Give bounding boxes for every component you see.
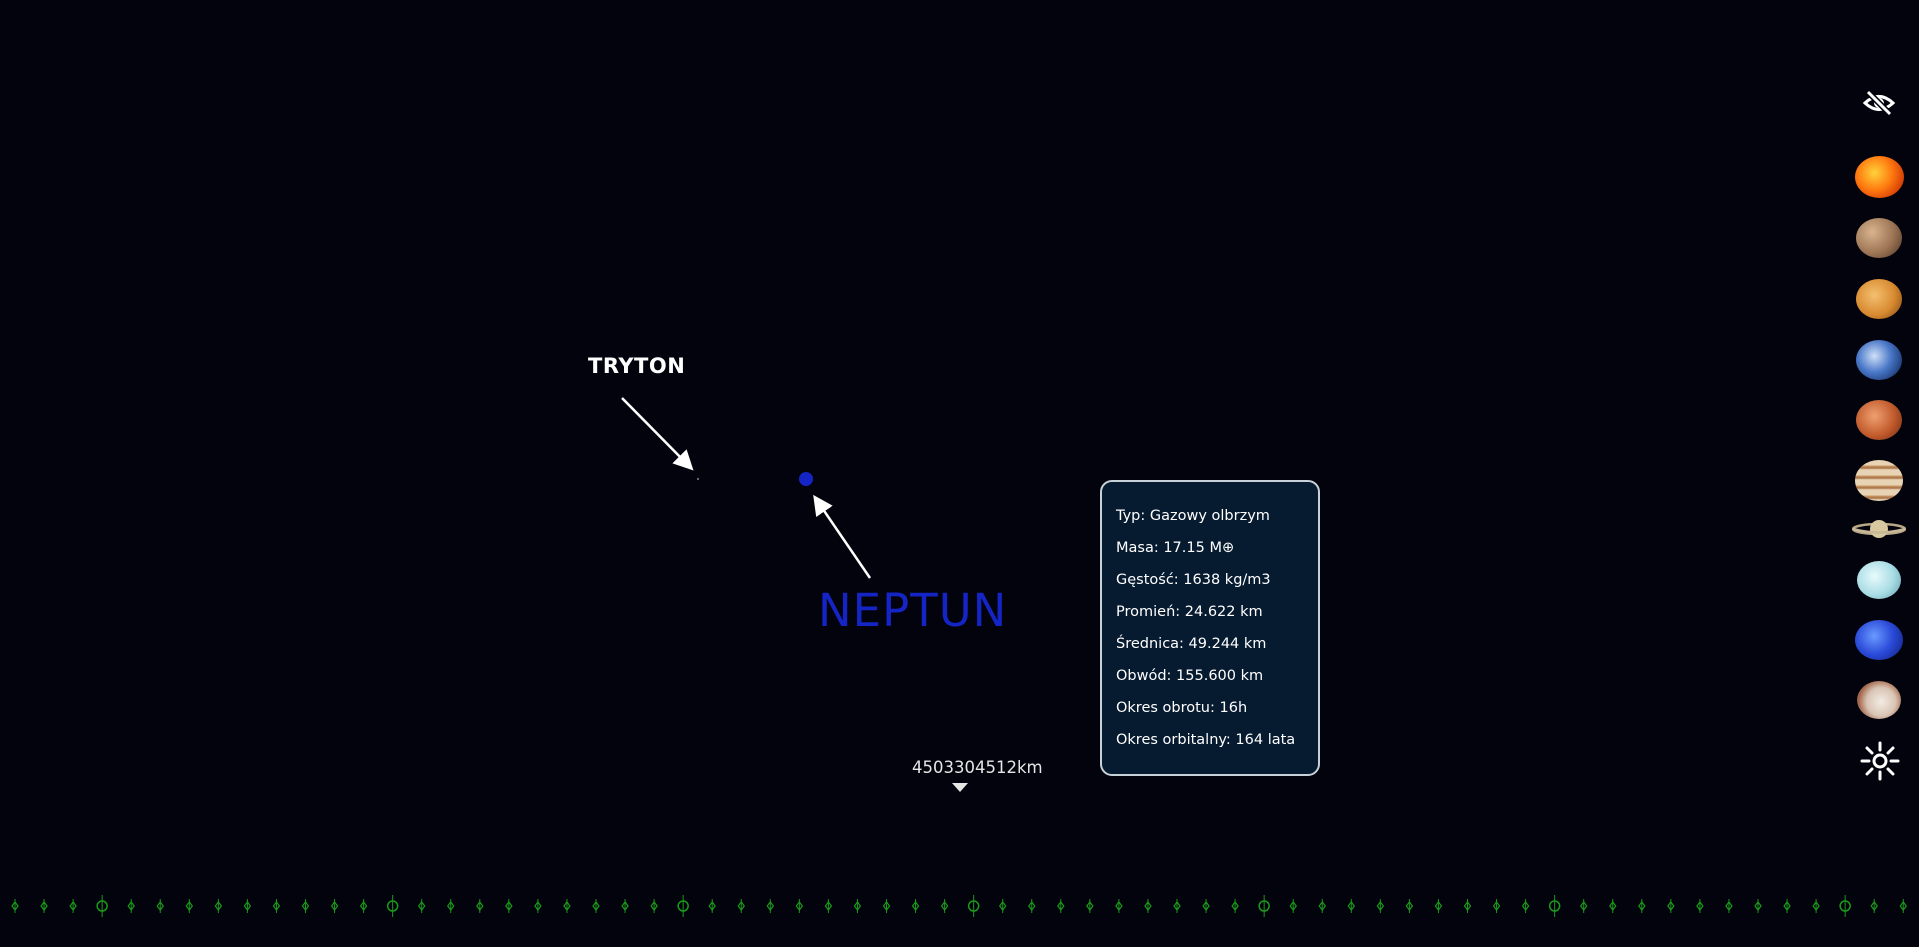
timeline-minor-tick bbox=[214, 899, 223, 913]
timeline-minor-tick bbox=[650, 899, 658, 913]
timeline-minor-tick bbox=[69, 899, 77, 913]
moon-pointer-arrow bbox=[621, 397, 694, 471]
timeline-minor-tick bbox=[40, 899, 48, 913]
earth-planet-button[interactable] bbox=[1856, 340, 1902, 380]
timeline-minor-tick bbox=[1028, 899, 1036, 913]
timeline-minor-tick bbox=[795, 899, 804, 913]
timeline-minor-tick bbox=[1463, 899, 1472, 913]
caret-down-icon bbox=[952, 783, 968, 792]
timeline-minor-tick bbox=[1115, 899, 1123, 913]
timeline-minor-tick bbox=[998, 899, 1007, 913]
timeline-minor-tick bbox=[737, 899, 745, 913]
timeline-minor-tick bbox=[301, 899, 310, 913]
timeline-minor-tick bbox=[1696, 899, 1704, 913]
pluto-planet-button[interactable] bbox=[1857, 681, 1901, 719]
timeline-minor-tick bbox=[621, 899, 629, 913]
timeline-major-tick bbox=[1548, 895, 1561, 917]
info-radius: Promień: 24.622 km bbox=[1116, 604, 1263, 620]
timeline-minor-tick bbox=[272, 899, 281, 913]
timeline-minor-tick bbox=[534, 899, 542, 913]
timeline-major-tick bbox=[1839, 895, 1851, 917]
timeline-minor-tick bbox=[1870, 899, 1878, 913]
timeline-minor-tick bbox=[940, 899, 949, 913]
timeline-minor-tick bbox=[359, 899, 368, 913]
timeline-major-tick bbox=[386, 895, 399, 917]
timeline-minor-tick bbox=[1812, 899, 1820, 913]
info-diameter: Średnica: 49.244 km bbox=[1116, 636, 1267, 652]
planet-info-panel: Typ: Gazowy olbrzym Masa: 17.15 M⊕ Gęsto… bbox=[1100, 480, 1320, 776]
timeline-major-tick bbox=[677, 895, 689, 917]
timeline-minor-tick bbox=[330, 899, 339, 913]
eye-slash-icon[interactable] bbox=[1861, 88, 1897, 118]
info-rotation-period: Okres obrotu: 16h bbox=[1116, 700, 1248, 716]
moon-label: TRYTON bbox=[588, 354, 686, 378]
timeline-minor-tick bbox=[1783, 899, 1791, 913]
timeline-minor-tick bbox=[708, 899, 716, 913]
jupiter-planet-button[interactable] bbox=[1855, 460, 1903, 501]
timeline-minor-tick bbox=[417, 899, 426, 913]
timeline-minor-tick bbox=[882, 899, 891, 913]
timeline-minor-tick bbox=[1289, 899, 1297, 913]
timeline-minor-tick bbox=[1144, 899, 1152, 913]
timeline-minor-tick bbox=[505, 899, 513, 913]
timeline-ruler[interactable] bbox=[0, 893, 1919, 919]
moon-dot[interactable] bbox=[697, 478, 699, 480]
timeline-minor-tick bbox=[1231, 899, 1239, 913]
timeline-minor-tick bbox=[1754, 899, 1762, 913]
timeline-minor-tick bbox=[592, 899, 600, 913]
timeline-minor-tick bbox=[243, 899, 252, 913]
timeline-minor-tick bbox=[1405, 899, 1414, 913]
timeline-minor-tick bbox=[1899, 899, 1907, 913]
timeline-minor-tick bbox=[1376, 899, 1385, 913]
neptune-planet-button[interactable] bbox=[1855, 620, 1903, 660]
planet-dot[interactable] bbox=[799, 472, 813, 486]
timeline-minor-tick bbox=[1173, 899, 1181, 913]
saturn-planet-button[interactable] bbox=[1852, 516, 1906, 542]
timeline-major-tick bbox=[96, 895, 108, 917]
timeline-minor-tick bbox=[1667, 899, 1675, 913]
timeline-minor-tick bbox=[853, 899, 862, 913]
timeline-minor-tick bbox=[127, 899, 135, 913]
timeline-minor-tick bbox=[1579, 899, 1588, 913]
timeline-minor-tick bbox=[911, 899, 920, 913]
timeline-minor-tick bbox=[11, 899, 19, 913]
sun-outline-icon[interactable] bbox=[1860, 741, 1900, 781]
distance-readout: 4503304512km bbox=[912, 758, 1043, 777]
timeline-minor-tick bbox=[1057, 899, 1065, 913]
info-density: Gęstość: 1638 kg/m3 bbox=[1116, 572, 1271, 588]
timeline-minor-tick bbox=[1086, 899, 1094, 913]
timeline-minor-tick bbox=[476, 899, 484, 913]
info-orbital-period: Okres orbitalny: 164 lata bbox=[1116, 732, 1296, 748]
timeline-minor-tick bbox=[1638, 899, 1646, 913]
timeline-minor-tick bbox=[1609, 899, 1617, 913]
uranus-planet-button[interactable] bbox=[1857, 561, 1901, 599]
info-circumference: Obwód: 155.600 km bbox=[1116, 668, 1264, 684]
timeline-minor-tick bbox=[1725, 899, 1733, 913]
mercury-planet-button[interactable] bbox=[1856, 218, 1902, 258]
timeline-minor-tick bbox=[563, 899, 571, 913]
timeline-minor-tick bbox=[447, 899, 455, 913]
planet-pointer-arrow bbox=[813, 494, 872, 579]
timeline-minor-tick bbox=[156, 899, 164, 913]
timeline-major-tick bbox=[967, 895, 980, 917]
timeline-minor-tick bbox=[1202, 899, 1210, 913]
timeline-minor-tick bbox=[766, 899, 775, 913]
timeline-minor-tick bbox=[1347, 899, 1356, 913]
timeline-major-tick bbox=[1258, 895, 1270, 917]
info-type: Typ: Gazowy olbrzym bbox=[1116, 508, 1270, 524]
timeline-minor-tick bbox=[1318, 899, 1326, 913]
timeline-minor-tick bbox=[1492, 899, 1501, 913]
info-mass: Masa: 17.15 M⊕ bbox=[1116, 540, 1235, 556]
planet-label: NEPTUN bbox=[818, 584, 1008, 637]
timeline-minor-tick bbox=[1521, 899, 1530, 913]
venus-planet-button[interactable] bbox=[1856, 279, 1902, 319]
mars-planet-button[interactable] bbox=[1856, 400, 1902, 440]
timeline-minor-tick bbox=[824, 899, 833, 913]
timeline-minor-tick bbox=[185, 899, 194, 913]
sun-planet-button[interactable] bbox=[1855, 156, 1904, 198]
planet-sidebar bbox=[1850, 0, 1910, 947]
timeline-minor-tick bbox=[1434, 899, 1443, 913]
